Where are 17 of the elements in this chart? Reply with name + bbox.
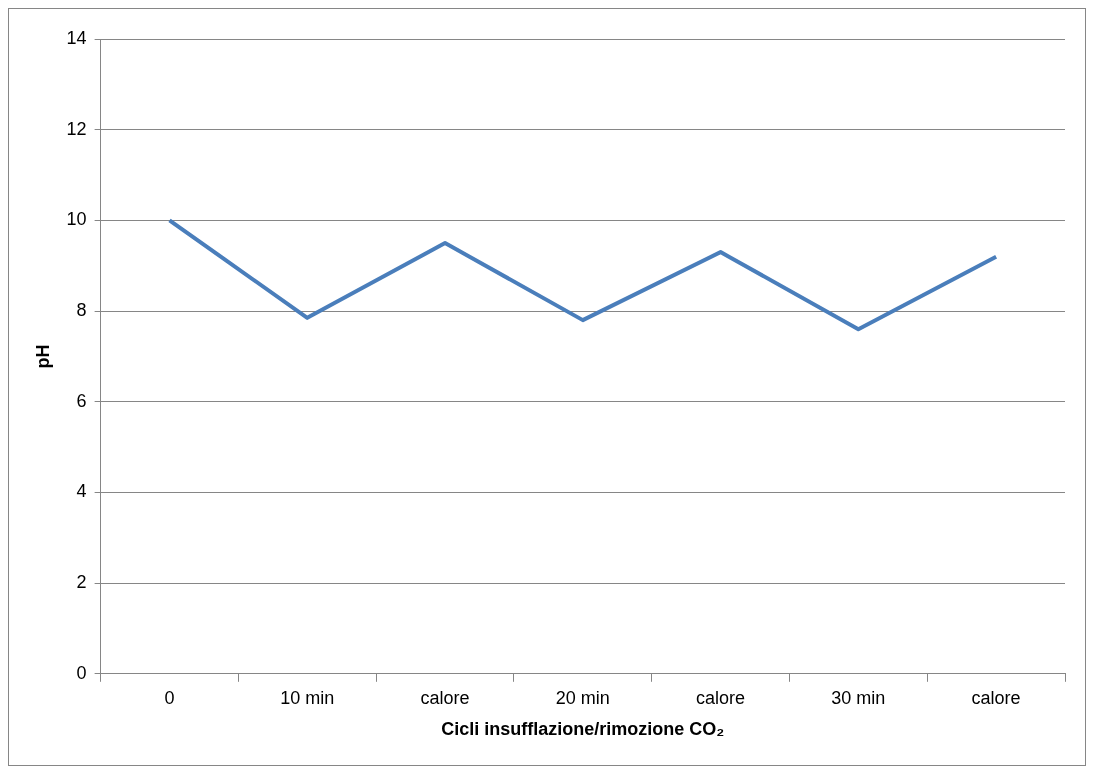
y-tick-label: 8: [76, 300, 87, 321]
y-tick-label: 2: [76, 572, 87, 593]
y-axis-title: pH: [32, 344, 53, 369]
y-tick-label: 10: [66, 209, 87, 230]
x-tick-label: 30 min: [831, 687, 886, 708]
y-tick-label: 0: [76, 662, 87, 683]
x-tick-label: 20 min: [555, 687, 610, 708]
x-tick-label: calore: [971, 687, 1021, 708]
y-tick-label: 6: [76, 390, 87, 411]
x-tick-label: calore: [696, 687, 746, 708]
x-tick-label: calore: [420, 687, 470, 708]
x-tick-label: 10 min: [280, 687, 335, 708]
y-tick-label: 14: [66, 27, 87, 48]
x-tick-label: 0: [164, 687, 175, 708]
x-axis-title: Cicli insufflazione/rimozione CO₂: [441, 719, 725, 740]
y-tick-label: 4: [76, 481, 87, 502]
y-tick-label: 12: [66, 118, 87, 139]
